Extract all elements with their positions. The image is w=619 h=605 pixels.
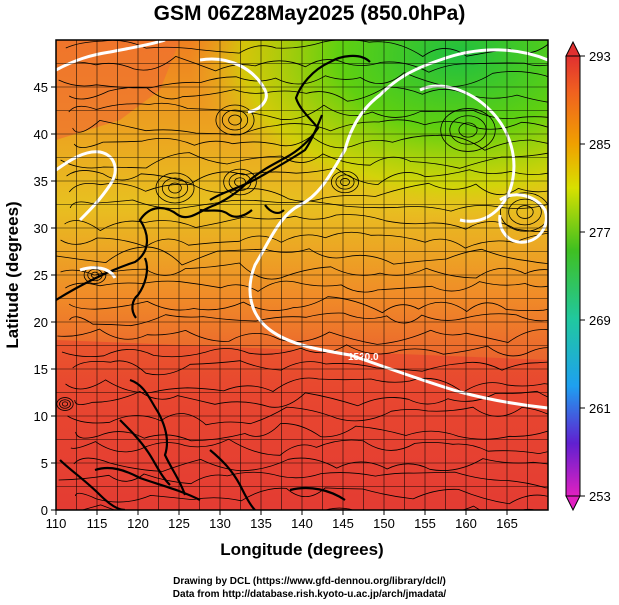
streamlines	[56, 40, 548, 510]
streamline	[56, 246, 548, 266]
x-tick-label: 145	[332, 516, 354, 531]
x-tick-label: 125	[168, 516, 190, 531]
vortex-streamline	[223, 168, 257, 196]
x-tick-label: 130	[209, 516, 231, 531]
streamline	[61, 344, 548, 358]
y-axis-label: Latitude (degrees)	[3, 201, 22, 348]
colorbar-tick-label: 261	[589, 401, 611, 416]
credit-drawing: Drawing by DCL (https://www.gfd-dennou.o…	[173, 576, 446, 587]
vortex-streamline	[500, 192, 548, 232]
y-tick-label: 10	[34, 409, 48, 424]
map-title: GSM 06Z28May2025 (850.0hPa)	[153, 2, 466, 25]
colorbar-tick-label: 293	[589, 49, 611, 64]
x-tick-label: 165	[496, 516, 518, 531]
x-tick-label: 115	[87, 516, 108, 531]
streamline	[74, 487, 548, 505]
vortex-streamline	[59, 399, 71, 409]
x-tick-label: 110	[46, 516, 67, 531]
y-tick-label: 35	[34, 174, 48, 189]
x-axis-label: Longitude (degrees)	[220, 540, 383, 559]
grid-lines	[56, 40, 548, 510]
vortex-streamline	[56, 397, 74, 411]
streamline	[58, 71, 548, 89]
colorbar-tick-label: 277	[589, 225, 611, 240]
streamline	[68, 296, 548, 314]
x-tick-label: 135	[250, 516, 272, 531]
streamline	[64, 55, 548, 73]
streamline	[60, 262, 548, 280]
vortex-streamline	[215, 104, 255, 136]
vortex-streamline	[228, 114, 242, 126]
streamline	[75, 423, 548, 442]
vortex-streamline	[155, 172, 195, 204]
vortex-streamline	[168, 182, 182, 194]
vortex-streamline	[61, 401, 69, 407]
y-tick-label: 15	[34, 362, 48, 377]
vortex-streamline	[330, 170, 360, 194]
y-tick-label: 25	[34, 268, 48, 283]
isolines	[56, 40, 548, 410]
streamline	[69, 312, 548, 327]
colorbar-top-arrow	[565, 40, 581, 57]
streamline	[65, 280, 548, 293]
vortex-streamline	[508, 198, 542, 226]
vortex-streamline	[161, 177, 189, 199]
vortex-streamline	[440, 108, 496, 152]
y-tick-label: 5	[41, 456, 48, 471]
y-tick-label: 20	[34, 315, 48, 330]
x-axis-ticks: 110 115 120 125 130 135 140 145 150 155 160 165	[46, 510, 518, 531]
x-tick-label: 160	[455, 516, 477, 531]
vortex-streamline	[340, 178, 350, 186]
x-tick-label: 140	[291, 516, 313, 531]
streamline	[60, 231, 548, 249]
y-tick-label: 45	[34, 80, 48, 95]
x-tick-label: 120	[127, 516, 149, 531]
colorbar-bottom-arrow	[565, 495, 581, 512]
y-tick-label: 40	[34, 127, 48, 142]
vortex-streamline	[335, 174, 355, 190]
streamline	[70, 438, 548, 456]
colorbar-tick-label: 253	[589, 489, 611, 504]
x-tick-label: 155	[414, 516, 436, 531]
streamline	[72, 119, 548, 136]
vortex-streamline	[449, 115, 487, 145]
coastlines	[56, 54, 371, 510]
colorbar-tick-label: 285	[589, 137, 611, 152]
colorbar: 253 261 269 277 285 293	[565, 40, 611, 512]
streamline	[72, 360, 548, 376]
x-tick-label: 150	[373, 516, 395, 531]
vortex-streamline	[221, 109, 249, 131]
streamline	[67, 406, 548, 426]
y-axis-ticks: 0 5 10 15 20 25 30 35 40 45	[34, 80, 56, 518]
y-tick-label: 0	[41, 503, 48, 518]
credit-data: Data from http://database.rish.kyoto-u.a…	[172, 589, 447, 600]
vortex-streamline	[516, 205, 534, 219]
colorbar-tick-label: 269	[589, 313, 611, 328]
streamline	[69, 199, 548, 212]
vortex-streamline	[458, 122, 478, 138]
y-tick-label: 30	[34, 221, 48, 236]
streamline	[57, 328, 548, 345]
